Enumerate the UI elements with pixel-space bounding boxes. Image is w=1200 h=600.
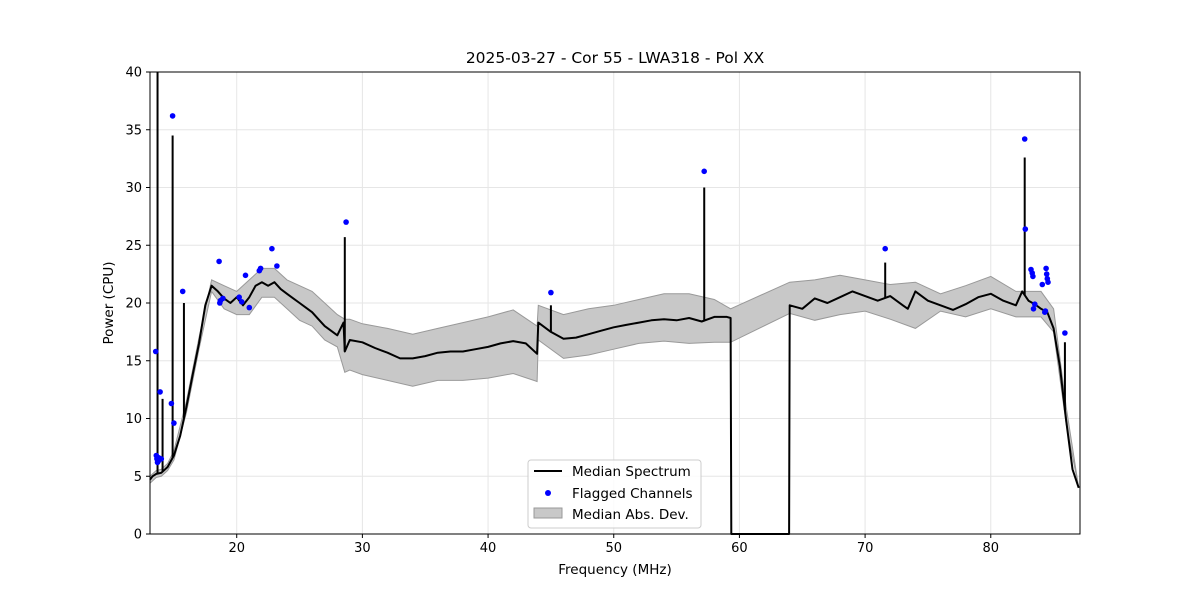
flagged-channel-point xyxy=(701,168,707,175)
legend-mad-label: Median Abs. Dev. xyxy=(572,507,689,523)
y-tick-label: 20 xyxy=(125,297,142,312)
flagged-channel-point xyxy=(246,304,253,311)
legend: Median Spectrum Flagged Channels Median … xyxy=(527,459,702,529)
y-tick-label: 30 xyxy=(125,181,142,196)
x-tick-label: 30 xyxy=(354,541,371,556)
median-spectrum-line xyxy=(149,281,1080,535)
y-tick-label: 0 xyxy=(134,528,142,543)
flagged-channel-point xyxy=(1022,226,1029,232)
x-tick-label: 70 xyxy=(857,541,874,556)
flagged-channel-point xyxy=(152,348,159,355)
flagged-channel-point xyxy=(257,265,264,272)
flagged-channel-point xyxy=(179,288,186,295)
x-tick-label: 80 xyxy=(982,541,999,556)
x-axis-label: Frequency (MHz) xyxy=(558,562,671,578)
flagged-channel-point xyxy=(216,258,222,265)
flagged-channel-point xyxy=(220,295,226,302)
flagged-channel-point xyxy=(1030,306,1037,312)
flagged-channel-point xyxy=(343,219,349,225)
y-tick-label: 35 xyxy=(125,123,142,138)
flagged-channel-point xyxy=(882,245,888,252)
legend-flagged-label: Flagged Channels xyxy=(572,486,693,502)
y-tick-label: 10 xyxy=(125,412,142,427)
y-tick-label: 25 xyxy=(125,239,142,254)
flagged-channels-layer xyxy=(152,113,1068,466)
legend-mad-swatch xyxy=(533,507,563,519)
flagged-channel-point xyxy=(269,245,275,252)
flagged-channel-point xyxy=(1043,271,1050,277)
flagged-channel-point xyxy=(548,289,554,296)
mad-band xyxy=(149,267,1080,488)
flagged-channel-point xyxy=(1043,265,1049,272)
y-tick-label: 5 xyxy=(134,470,142,485)
axis-ticks: 20 30 40 50 60 70 80 0 5 10 15 20 25 30 35 40 xyxy=(125,66,999,557)
legend-median-label: Median Spectrum xyxy=(572,464,691,480)
x-tick-label: 50 xyxy=(605,541,622,556)
flagged-channel-point xyxy=(169,113,176,119)
flagged-channel-point xyxy=(157,389,163,395)
legend-box xyxy=(527,459,702,529)
flagged-channel-point xyxy=(1039,281,1046,288)
flagged-channel-point xyxy=(242,272,249,279)
flagged-channel-point xyxy=(1032,301,1038,308)
y-axis-label: Power (CPU) xyxy=(101,261,117,344)
flagged-channel-point xyxy=(1062,330,1068,336)
flagged-channel-point xyxy=(168,400,175,407)
y-tick-label: 15 xyxy=(125,354,142,369)
flagged-channel-point xyxy=(274,263,280,269)
flagged-channel-point xyxy=(158,456,165,462)
legend-flagged-swatch xyxy=(545,490,551,496)
flagged-channel-point xyxy=(1045,279,1051,286)
x-tick-label: 20 xyxy=(228,541,245,556)
flagged-channel-point xyxy=(171,420,177,426)
chart-title: 2025-03-27 - Cor 55 - LWA318 - Pol XX xyxy=(466,49,765,67)
x-tick-label: 40 xyxy=(480,541,497,556)
flagged-channel-point xyxy=(1021,136,1028,142)
y-tick-label: 40 xyxy=(125,66,142,81)
flagged-channel-point xyxy=(238,299,245,305)
flagged-channel-point xyxy=(236,294,242,301)
mad-band-layer xyxy=(149,267,1080,488)
median-spectrum-layer xyxy=(149,72,1080,535)
x-tick-label: 60 xyxy=(731,541,748,556)
flagged-channel-point xyxy=(1042,308,1049,314)
flagged-channel-point xyxy=(1030,273,1036,280)
